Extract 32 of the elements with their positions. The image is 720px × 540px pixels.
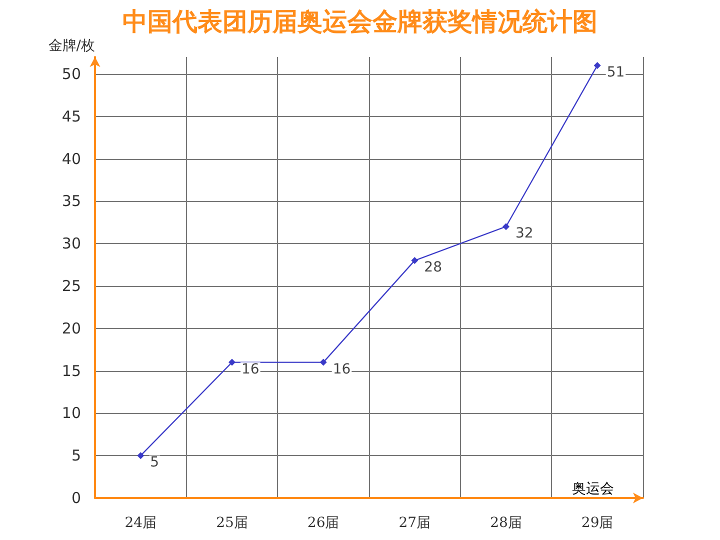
y-tick-label: 45 <box>62 107 81 126</box>
y-tick-label: 25 <box>62 276 81 295</box>
y-tick-label: 35 <box>62 192 81 210</box>
y-tick-label: 30 <box>62 234 81 253</box>
point <box>594 62 601 69</box>
point <box>320 358 327 366</box>
y-axis-title: 金牌/枚 <box>48 38 95 54</box>
y-tick-label: 40 <box>62 150 81 168</box>
data-label: 32 <box>516 226 534 242</box>
data-label: 5 <box>150 454 160 471</box>
y-tick-label: 15 <box>62 362 81 380</box>
data-label: 16 <box>332 361 351 378</box>
point <box>502 223 510 230</box>
y-tick-label: 5 <box>71 446 81 465</box>
y-tick-label: 20 <box>62 319 81 338</box>
point <box>411 257 418 264</box>
x-tick-label: 29届 <box>581 515 614 531</box>
point <box>228 358 236 366</box>
x-axis-title: 奥运会 <box>572 481 614 497</box>
data-label: 16 <box>242 361 260 378</box>
y-tick-label: 50 <box>62 64 81 83</box>
point <box>137 452 144 460</box>
data-label: 51 <box>606 64 625 80</box>
x-tick-label: 25届 <box>216 515 248 531</box>
data-label: 28 <box>424 260 442 276</box>
y-tick-label: 10 <box>62 404 81 422</box>
chart-title: 中国代表团历届奥运会金牌获奖情况统计图 <box>122 7 598 36</box>
x-tick-label: 28届 <box>490 515 522 531</box>
y-tick-label: 0 <box>71 489 81 507</box>
x-tick-label: 26届 <box>307 515 340 531</box>
x-tick-label: 27届 <box>398 515 431 531</box>
x-tick-label: 24届 <box>124 515 157 531</box>
